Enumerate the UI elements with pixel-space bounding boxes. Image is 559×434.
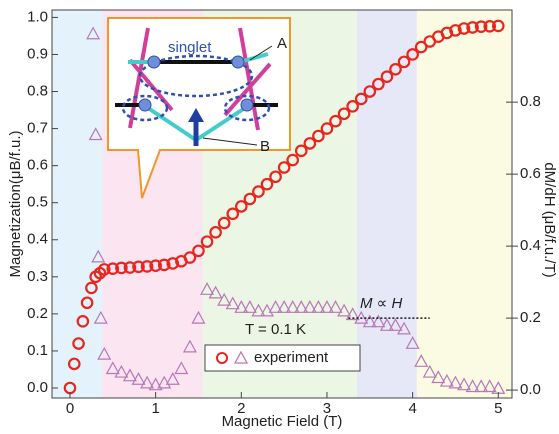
band <box>357 10 417 398</box>
y2-tick-label: 0.0 <box>520 381 541 398</box>
y2-tick-label: 0.2 <box>520 309 541 326</box>
chart: singlet A B experiment T = 0.1 K M ∝ H M… <box>0 0 559 434</box>
y-tick-label: 0.8 <box>27 82 48 99</box>
spin-site <box>241 99 253 111</box>
y2-tick-label: 0.6 <box>520 165 541 182</box>
legend-label: experiment <box>254 349 329 366</box>
legend: experiment <box>205 345 360 371</box>
band <box>417 10 512 398</box>
spin-site <box>148 56 160 68</box>
spin-site <box>232 56 244 68</box>
y-tick-label: 0.2 <box>27 305 48 322</box>
y-tick-label: 0.1 <box>27 342 48 359</box>
spin-site <box>139 99 151 111</box>
x-tick-label: 2 <box>237 400 245 417</box>
band <box>52 10 103 398</box>
x-tick-label: 5 <box>494 400 502 417</box>
temperature-label: T = 0.1 K <box>245 321 306 338</box>
fit-label: M ∝ H <box>360 295 403 312</box>
x-tick-label: 1 <box>151 400 159 417</box>
y2-tick-label: 0.8 <box>520 93 541 110</box>
y-tick-label: 0.7 <box>27 120 48 137</box>
y-axis-label: Magnetization(μB/f.u.) <box>7 130 24 277</box>
y2-axis-label: dM/dH (μB/f.u./T) <box>541 162 558 277</box>
y-tick-label: 0.3 <box>27 268 48 285</box>
y2-tick-label: 0.4 <box>520 237 541 254</box>
y-tick-label: 0.4 <box>27 231 48 248</box>
inset-label: singlet <box>168 39 212 56</box>
y-tick-label: 1.0 <box>27 8 48 25</box>
x-tick-label: 3 <box>323 400 331 417</box>
inset-label: B <box>260 138 270 155</box>
x-tick-label: 0 <box>66 400 74 417</box>
y-tick-label: 0.0 <box>27 379 48 396</box>
y-tick-label: 0.6 <box>27 157 48 174</box>
x-tick-label: 4 <box>408 400 416 417</box>
inset-label: A <box>277 35 287 52</box>
y-tick-label: 0.9 <box>27 45 48 62</box>
y-tick-label: 0.5 <box>27 194 48 211</box>
